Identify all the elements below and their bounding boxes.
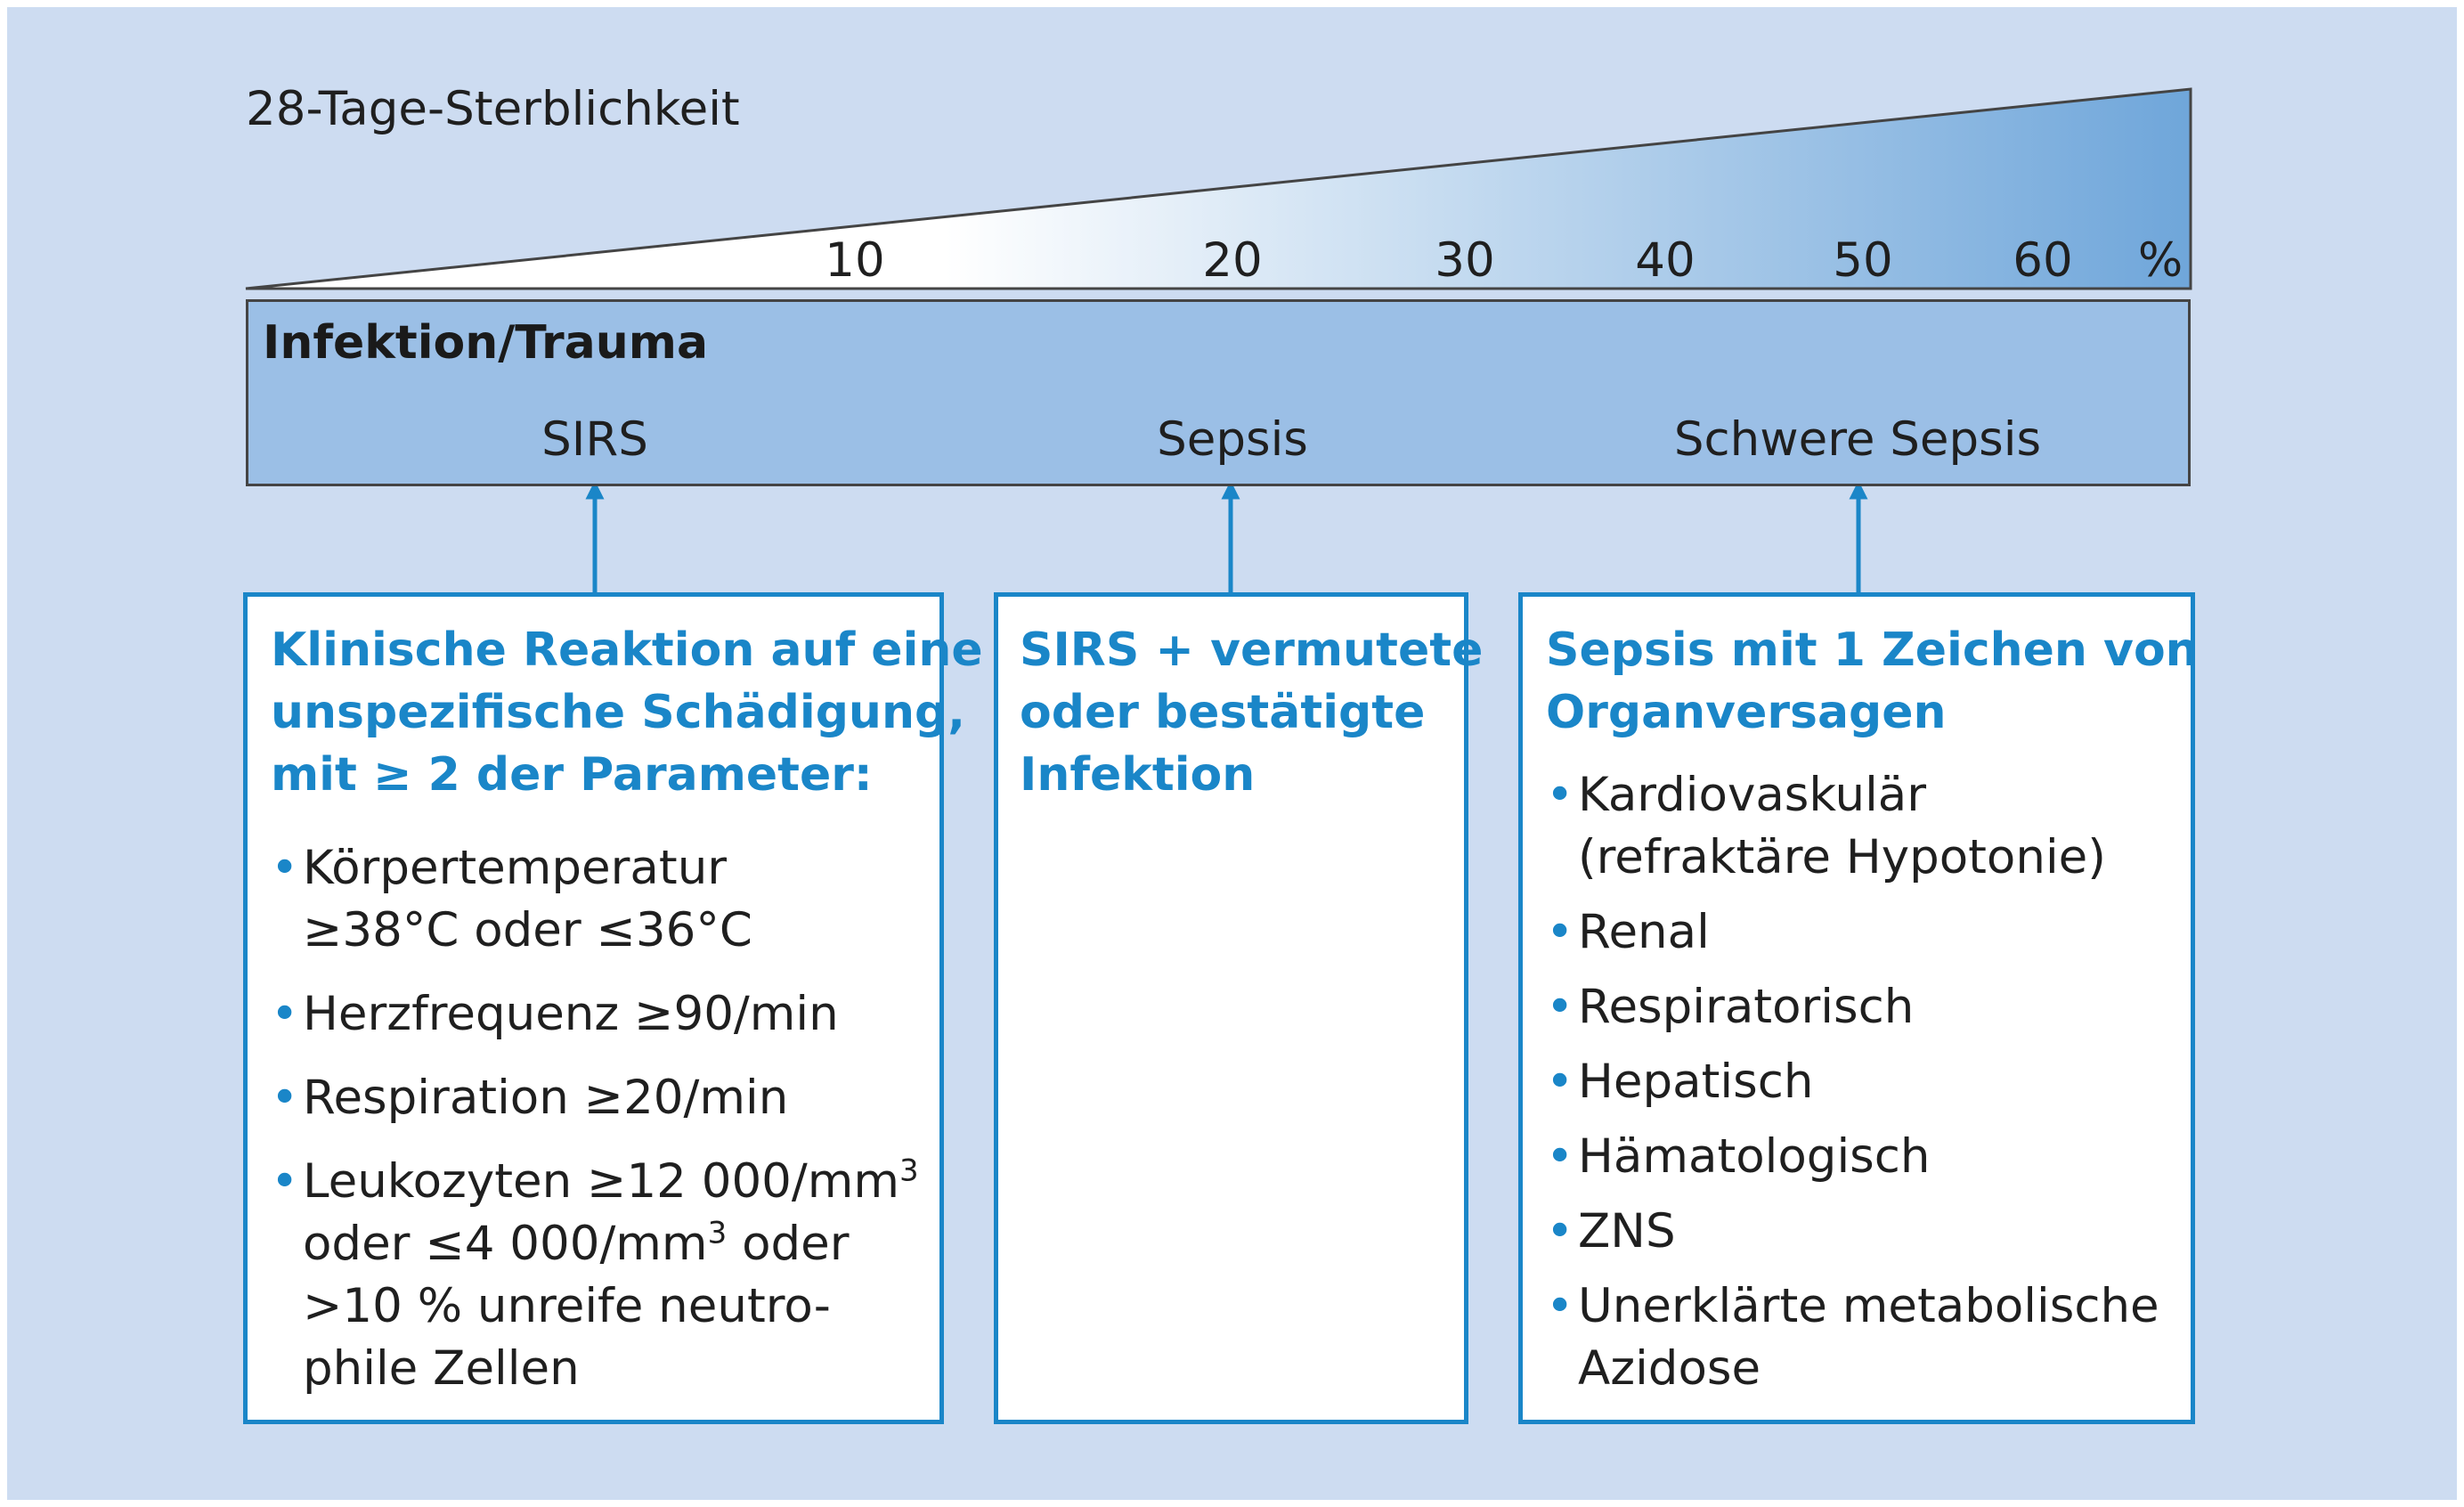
mortality-tick: 40 — [1635, 233, 1696, 288]
mortality-unit: % — [2137, 233, 2183, 288]
list-item: • Unerklärte metabolische Azidose — [1546, 1279, 2159, 1396]
mortality-label: 28-Tage-Sterblichkeit — [246, 82, 740, 136]
sirs-definition-box: Klinische Reaktion auf eine unspezifisch… — [243, 592, 983, 1424]
sepsis-box-title: SIRS + vermutete oder bestätigte Infekti… — [1020, 623, 1484, 802]
list-item: • ZNS — [1546, 1204, 1676, 1259]
sirs-box-title: Klinische Reaktion auf eine unspezifisch… — [271, 623, 983, 802]
stage-bar — [246, 299, 2191, 486]
sepsis-definition-box: SIRS + vermutete oder bestätigte Infekti… — [994, 592, 1483, 1424]
organ-failure-list: • Kardiovaskulär (refraktäre Hypotonie) … — [1546, 764, 2159, 1400]
list-item: • Kardiovaskulär (refraktäre Hypotonie) — [1546, 768, 2106, 884]
severe-sepsis-box-title: Sepsis mit 1 Zeichen von Organversagen — [1546, 623, 2199, 739]
sirs-criteria-list: • Körpertemperatur ≥38°C oder ≤36°C • He… — [271, 837, 919, 1400]
mortality-tick: 10 — [825, 233, 885, 288]
stage-bar-title: Infektion/Trauma — [263, 316, 709, 370]
stage-severe-sepsis: Schwere Sepsis — [1673, 412, 2042, 467]
severe-sepsis-definition-box: Sepsis mit 1 Zeichen von Organversagen •… — [1518, 592, 2199, 1424]
list-item: • Hämatologisch — [1546, 1129, 1931, 1184]
list-item: • Körpertemperatur ≥38°C oder ≤36°C — [271, 841, 752, 957]
list-item: • Renal — [1546, 905, 1710, 959]
list-item: • Herzfrequenz ≥90/min — [271, 987, 839, 1041]
mortality-tick: 60 — [2013, 233, 2073, 288]
mortality-tick: 30 — [1435, 233, 1495, 288]
mortality-tick: 20 — [1202, 233, 1263, 288]
list-item: • Respiration ≥20/min — [271, 1071, 789, 1125]
list-item: • Hepatisch — [1546, 1055, 1814, 1109]
list-item: • Respiratorisch — [1546, 980, 1915, 1034]
mortality-tick: 50 — [1833, 233, 1893, 288]
list-item: • Leukozyten ≥12 000/mm3 oder ≤4 000/mm3… — [271, 1153, 919, 1396]
mortality-wedge-shape — [245, 87, 2192, 290]
stage-sepsis: Sepsis — [1157, 412, 1308, 467]
stage-sirs: SIRS — [541, 412, 648, 467]
